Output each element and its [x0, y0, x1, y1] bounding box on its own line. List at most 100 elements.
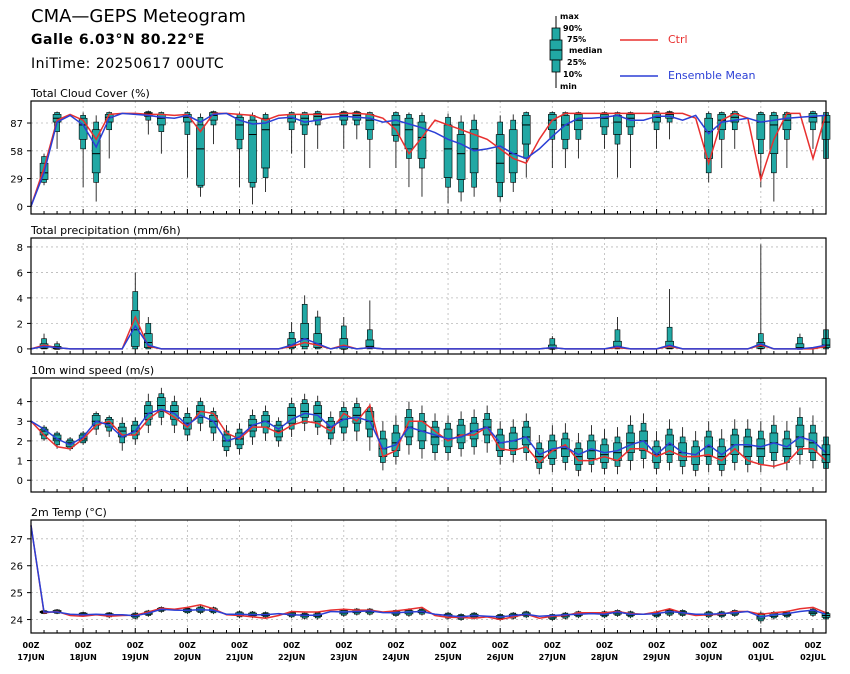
box-lower-tail — [471, 438, 477, 448]
ensemble-mean-series-line — [30, 112, 827, 207]
box-lower-tail — [41, 179, 47, 183]
box-lower-tail — [406, 436, 412, 446]
x-tick-time: 00Z — [335, 641, 352, 650]
box-lower-tail — [718, 615, 725, 618]
box-upper-tail — [745, 428, 751, 438]
x-axis-labels: 00Z 17JUN 00Z 18JUN 00Z 19JUN 00Z 20JUN 00Z 21JUN… — [17, 641, 825, 662]
box-31 — [430, 413, 440, 461]
box-upper-tail — [640, 422, 647, 432]
box-lower-tail — [771, 153, 777, 174]
y-tick-label: 27 — [10, 535, 23, 546]
box-lower-tail — [419, 158, 425, 169]
box-36 — [495, 115, 505, 202]
box-38 — [521, 413, 531, 461]
panel-frame — [30, 100, 827, 215]
box-iqr — [782, 438, 792, 457]
box-iqr — [795, 424, 805, 448]
x-tick-time: 00Z — [179, 641, 196, 650]
box-upper-tail — [614, 329, 621, 342]
box-46 — [626, 415, 635, 471]
box-lower-tail — [523, 615, 530, 618]
box-lower-tail — [158, 610, 165, 612]
box-iqr — [756, 114, 766, 140]
box-lower-tail — [731, 454, 738, 463]
box-upper-tail — [536, 442, 543, 450]
box-upper-tail — [314, 316, 321, 334]
box-lower-tail — [810, 613, 816, 616]
box-upper-tail — [692, 440, 699, 448]
box-lower-tail — [758, 618, 764, 622]
box-upper-tail — [314, 401, 321, 406]
box-lower-tail — [54, 440, 60, 446]
box-26 — [365, 300, 375, 350]
box-upper-tail — [367, 329, 373, 341]
box-lower-tail — [458, 442, 464, 450]
legend-mean-label: Ensemble Mean — [668, 69, 756, 82]
box-lower-tail — [601, 126, 608, 135]
box-lower-tail — [393, 613, 399, 616]
box-upper-tail — [393, 112, 399, 116]
box-16 — [235, 112, 244, 188]
box-56 — [756, 111, 766, 188]
box-lower-tail — [288, 615, 295, 618]
box-upper-tail — [549, 338, 556, 346]
box-13 — [196, 113, 205, 197]
box-lower-tail — [731, 121, 738, 131]
box-upper-tail — [797, 337, 803, 345]
panel-1: Total Cloud Cover (%) 0 29 58 87 — [10, 87, 831, 215]
box-iqr — [782, 114, 792, 131]
box-upper-tail — [562, 432, 569, 440]
x-tick-time: 00Z — [440, 641, 457, 650]
box-25 — [352, 110, 362, 140]
y-tick-label: 24 — [10, 616, 23, 627]
box-lower-tail — [562, 456, 569, 463]
box-32 — [443, 113, 453, 204]
box-26 — [365, 111, 375, 169]
y-tick-label: 3 — [17, 417, 23, 428]
legend-boxplot-icon — [549, 16, 658, 88]
panel-3: 10m wind speed (m/s) 0 1 2 3 4 — [17, 364, 831, 493]
init-time-label: IniTime: 20250617 00UTC — [31, 56, 225, 72]
box-lower-tail — [184, 121, 191, 135]
box-33 — [456, 411, 466, 457]
panel-title: 10m wind speed (m/s) — [31, 364, 154, 377]
box-lower-tail — [810, 452, 816, 461]
box-33 — [456, 115, 466, 202]
box-upper-tail — [484, 413, 490, 420]
box-upper-tail — [771, 424, 777, 434]
box-upper-tail — [288, 332, 295, 340]
box-lower-tail — [679, 460, 686, 467]
box-upper-tail — [158, 393, 165, 398]
box-lower-tail — [119, 436, 126, 444]
x-tick-time: 00Z — [804, 641, 821, 650]
box-upper-tail — [275, 420, 282, 426]
box-upper-tail — [497, 121, 503, 135]
box-upper-tail — [41, 338, 47, 345]
box-lower-tail — [614, 460, 621, 467]
box-iqr — [495, 134, 505, 183]
panel-frame — [30, 519, 827, 634]
box-upper-tail — [784, 430, 790, 440]
box-upper-tail — [236, 428, 243, 434]
ensemble-mean-series-line — [30, 525, 827, 618]
box-lower-tail — [93, 172, 99, 183]
box-21 — [300, 393, 309, 432]
box-57 — [769, 415, 779, 469]
x-tick-time: 00Z — [23, 641, 40, 650]
box-lower-tail — [510, 172, 517, 183]
box-lower-tail — [145, 347, 152, 350]
box-lower-tail — [810, 121, 816, 131]
box-iqr — [678, 442, 687, 461]
box-iqr — [456, 424, 466, 444]
box-lower-tail — [640, 450, 647, 459]
box-upper-tail — [758, 333, 764, 343]
box-iqr — [600, 444, 609, 463]
box-lower-tail — [588, 458, 595, 465]
box-upper-tail — [601, 438, 608, 446]
box-34 — [469, 114, 479, 197]
panel-frame — [30, 377, 827, 493]
box-lower-tail — [575, 129, 582, 140]
box-upper-tail — [471, 119, 477, 131]
box-lower-tail — [210, 426, 217, 434]
